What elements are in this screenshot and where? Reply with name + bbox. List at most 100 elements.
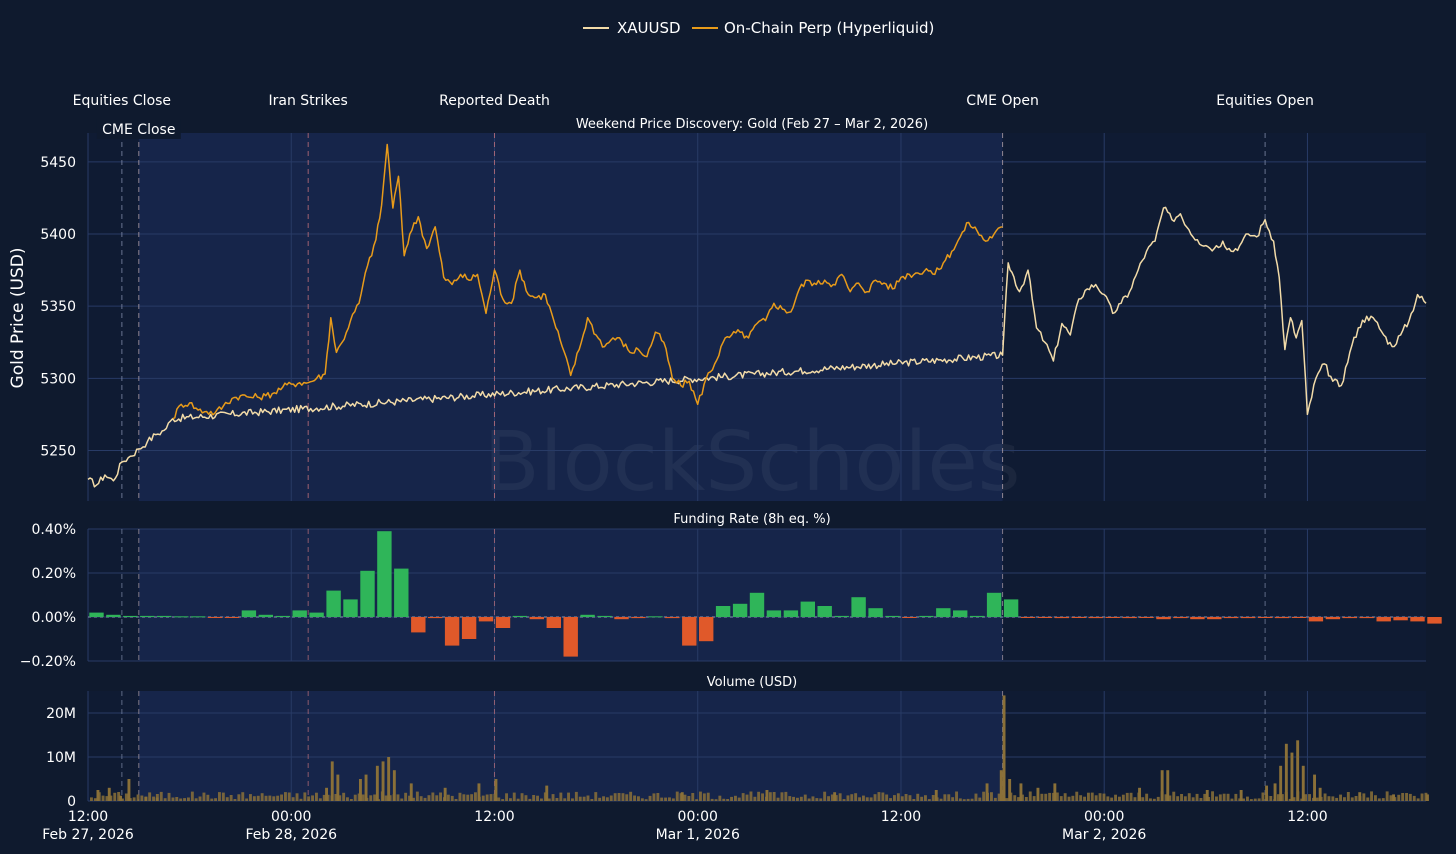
- funding-y-tick-label: 0.20%: [32, 566, 76, 582]
- volume-bar: [1273, 783, 1277, 801]
- funding-bar: [1105, 617, 1120, 618]
- funding-bar: [936, 608, 951, 617]
- volume-bar: [218, 792, 221, 801]
- legend-item-xauusd[interactable]: XAUUSD: [617, 19, 681, 37]
- volume-bar: [264, 795, 268, 801]
- volume-bar: [1098, 793, 1102, 801]
- volume-bar: [934, 790, 938, 801]
- volume-bar: [431, 792, 435, 801]
- volume-bars: [90, 695, 1429, 801]
- volume-bar: [1362, 793, 1366, 801]
- funding-bar: [783, 610, 799, 617]
- volume-bar: [990, 792, 993, 801]
- x-tick-label: 12:00: [1287, 809, 1327, 825]
- volume-bar: [574, 791, 578, 801]
- x-tick-label: 00:00: [1084, 809, 1124, 825]
- legend[interactable]: XAUUSD On-Chain Perp (Hyperliquid): [583, 19, 934, 37]
- volume-bar: [1401, 793, 1405, 801]
- volume-bar: [586, 795, 590, 801]
- volume-bar: [823, 791, 827, 801]
- funding-bar: [885, 615, 900, 617]
- volume-bar: [598, 797, 602, 801]
- volume-bar: [958, 798, 962, 801]
- volume-bar: [132, 797, 136, 801]
- volume-bar: [225, 797, 229, 801]
- volume-bar: [545, 785, 549, 801]
- funding-bar: [563, 617, 578, 657]
- volume-bar: [1230, 798, 1234, 801]
- volume-bar: [1420, 793, 1424, 801]
- volume-bar: [730, 796, 733, 801]
- price-y-ticks: 5250 5300 5350 5400 5450: [40, 155, 76, 460]
- funding-bar: [1342, 617, 1357, 619]
- volume-bar: [1269, 796, 1273, 801]
- volume-bar: [792, 796, 795, 801]
- annotation-label: Reported Death: [439, 93, 550, 109]
- volume-bar: [336, 774, 340, 801]
- volume-bar: [1323, 793, 1327, 801]
- volume-bar: [330, 761, 334, 801]
- volume-bar: [1013, 795, 1017, 801]
- volume-bar: [179, 798, 183, 801]
- volume-bar: [846, 795, 850, 801]
- volume-bar: [714, 799, 718, 801]
- funding-bar: [343, 599, 358, 617]
- volume-bar: [699, 791, 702, 801]
- volume-bar: [299, 798, 303, 801]
- volume-bar: [163, 798, 167, 801]
- price-y-tick-label: 5450: [40, 155, 76, 171]
- volume-bar: [970, 798, 974, 801]
- funding-bar: [106, 614, 121, 617]
- funding-bar: [682, 617, 697, 646]
- volume-bar: [644, 799, 648, 801]
- volume-bar: [745, 794, 749, 801]
- volume-bar: [1265, 785, 1268, 801]
- volume-bar: [625, 794, 629, 801]
- volume-bar: [555, 798, 559, 801]
- funding-bar: [1020, 617, 1036, 618]
- volume-bar: [687, 796, 691, 801]
- volume-bar: [1102, 793, 1106, 801]
- funding-bar: [394, 568, 409, 617]
- volume-bar: [315, 792, 318, 801]
- funding-bar: [580, 614, 595, 617]
- volume-bar: [127, 779, 131, 801]
- volume-bar: [966, 798, 970, 801]
- volume-bar: [470, 794, 474, 801]
- volume-bar: [850, 794, 854, 801]
- x-tick-date-label: Mar 1, 2026: [656, 827, 740, 843]
- funding-bar: [1156, 617, 1171, 620]
- funding-bar: [1139, 617, 1154, 618]
- volume-bar: [408, 795, 411, 801]
- volume-bar: [1090, 792, 1094, 801]
- volume-bar: [1075, 791, 1079, 801]
- volume-bar: [807, 798, 811, 801]
- volume-bar: [1024, 797, 1028, 801]
- volume-bar: [633, 795, 636, 801]
- volume-bar: [481, 795, 485, 801]
- volume-bar: [1110, 797, 1114, 801]
- legend-item-hyperliquid[interactable]: On-Chain Perp (Hyperliquid): [724, 19, 934, 37]
- volume-bar: [893, 795, 896, 801]
- volume-bar: [1392, 794, 1395, 801]
- funding-bar: [190, 616, 206, 618]
- volume-bar: [450, 795, 454, 801]
- volume-bar: [1094, 795, 1098, 801]
- price-y-tick-label: 5300: [40, 371, 76, 387]
- volume-y-ticks: 0 10M 20M: [46, 706, 76, 810]
- funding-bar: [529, 617, 544, 620]
- volume-bar: [1079, 795, 1083, 801]
- volume-bar: [982, 791, 986, 801]
- funding-bar: [1308, 617, 1324, 622]
- volume-bar: [117, 792, 121, 801]
- volume-bar: [229, 795, 233, 801]
- volume-bar: [1246, 796, 1249, 801]
- funding-bar: [512, 615, 528, 617]
- volume-bar: [1370, 791, 1373, 801]
- funding-bar: [1257, 617, 1273, 618]
- volume-bar: [858, 797, 861, 801]
- funding-bar: [597, 615, 612, 617]
- volume-bar: [567, 792, 570, 801]
- volume-bar: [799, 796, 803, 801]
- watermark: BlockScholes: [483, 415, 1020, 510]
